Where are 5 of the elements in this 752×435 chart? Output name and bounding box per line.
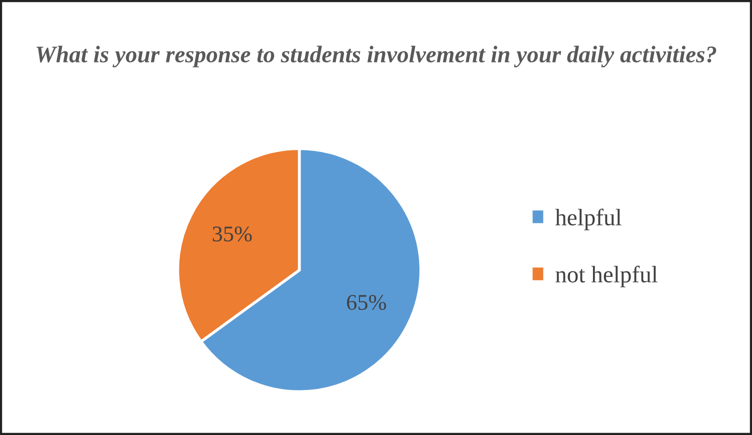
chart-title: What is your response to students involvement in your daily activities? — [36, 46, 716, 68]
legend-label: not helpful — [556, 266, 658, 288]
data-label: 65% — [347, 294, 386, 310]
legend-label: helpful — [555, 208, 622, 230]
data-label: 35% — [212, 226, 252, 242]
